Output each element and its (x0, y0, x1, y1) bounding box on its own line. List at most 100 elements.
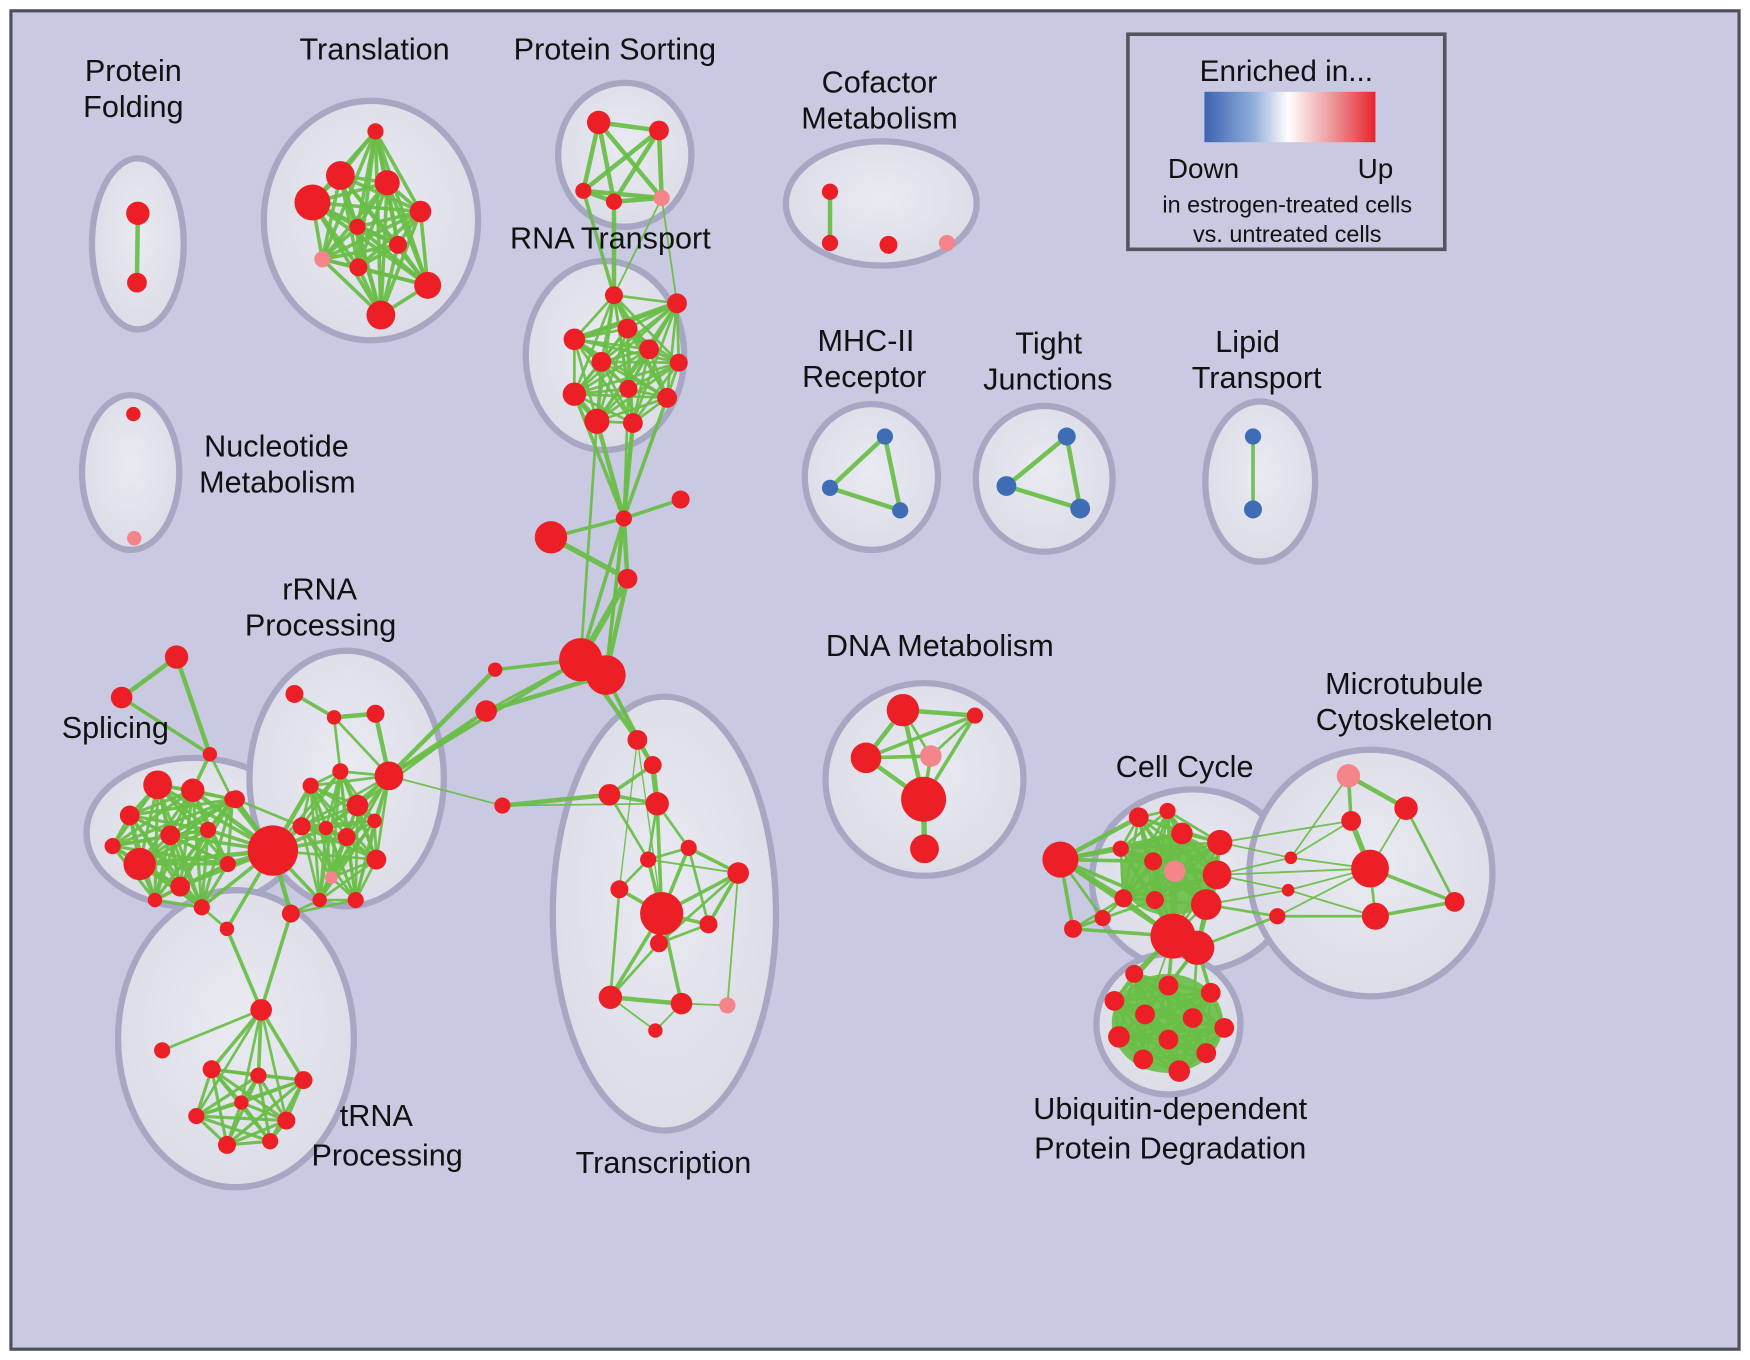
edge-r6-r11 (309, 784, 376, 823)
cluster-ellipse-lipid-transport (1202, 398, 1319, 565)
legend-gradient-bar (1204, 91, 1376, 143)
gene-set-node-mt6 (1444, 891, 1465, 912)
edge-tl5-tl6 (355, 209, 423, 229)
edge-k8-mt4 (1216, 867, 1371, 876)
edge-tn0-tn2 (256, 1008, 263, 1078)
gene-set-node-n5 (901, 776, 947, 822)
cluster-label: rRNA (282, 572, 357, 606)
gene-set-node-n3 (966, 707, 984, 724)
edge-tl6-tl10 (355, 225, 430, 288)
edge-ps2-ps5 (656, 128, 664, 201)
gene-set-node-n4 (920, 745, 942, 767)
edge-tn2-tn4 (194, 1074, 261, 1118)
edge-rd2-tn0 (259, 911, 293, 1012)
gene-set-node-rt9 (619, 379, 638, 398)
edge-c9-r4 (388, 774, 504, 807)
cluster-label: Metabolism (199, 465, 355, 499)
cluster-ellipse-mhc-ii-receptor (801, 400, 942, 554)
edge-k2-k5 (1119, 809, 1169, 851)
edge-mt2-mt6 (1404, 806, 1456, 904)
gene-set-node-k2 (1159, 802, 1176, 820)
gene-set-node-ts3 (727, 862, 749, 884)
edge-tr1-ts4 (618, 739, 639, 890)
gene-set-node-kb2 (1180, 930, 1215, 965)
gene-set-node-u7 (1214, 1017, 1235, 1038)
gene-set-node-t2 (110, 686, 133, 709)
edge-c2-c5 (578, 516, 626, 662)
gene-set-node-k3 (1171, 822, 1193, 845)
edge-tn0-tn1 (209, 1008, 263, 1072)
gene-set-node-ts2 (680, 839, 697, 856)
edge-c8-r7 (356, 709, 488, 807)
gene-set-node-c6 (586, 655, 626, 695)
gene-set-node-tn3 (294, 1071, 313, 1090)
gene-set-node-tl3 (374, 170, 400, 196)
cluster-label: Ubiquitin-dependent (1033, 1092, 1307, 1126)
gene-set-node-rt4 (563, 328, 586, 351)
gene-set-node-k9 (1114, 889, 1133, 908)
gene-set-node-s12 (219, 855, 236, 873)
gene-set-node-u10 (1133, 1049, 1154, 1070)
node-layer (104, 110, 1465, 1154)
edge-u3-u12 (1177, 991, 1213, 1073)
gene-set-node-k7 (1163, 860, 1186, 883)
gene-set-node-mt2 (1394, 796, 1418, 820)
edge-tn3-tn8 (239, 1078, 306, 1105)
gene-set-node-r2 (326, 710, 342, 725)
legend-down-label: Down (1168, 153, 1239, 184)
cluster-label: Splicing (62, 711, 169, 745)
gene-set-node-k11 (1190, 889, 1222, 920)
gene-set-node-lp2 (1244, 500, 1263, 519)
cluster-label: Nucleotide (204, 429, 349, 463)
gene-set-node-mh3 (892, 502, 909, 519)
gene-set-node-pf1 (126, 201, 150, 226)
gene-set-node-ts7 (649, 934, 668, 953)
gene-set-node-k12 (1064, 919, 1083, 938)
gene-set-node-tl10 (414, 271, 442, 299)
edge-s5-s11 (153, 833, 172, 902)
gene-set-node-u8 (1108, 1026, 1130, 1048)
gene-set-node-k8 (1202, 860, 1232, 890)
edge-u4-u12 (1113, 999, 1181, 1073)
gene-set-node-h0 (247, 825, 299, 876)
edge-ps2-ps3 (581, 128, 662, 194)
edge-r7-r14 (354, 804, 359, 902)
gene-set-node-rd1 (219, 921, 235, 937)
cluster-label: Microtubule (1325, 667, 1483, 701)
edge-ps5-rt1 (613, 197, 663, 297)
gene-set-node-r15 (312, 892, 327, 908)
legend-subtitle-line2: vs. untreated cells (1193, 221, 1382, 247)
gene-set-node-ps5 (653, 189, 670, 207)
gene-set-node-tl6 (349, 218, 366, 235)
gene-set-node-ts6 (699, 915, 718, 934)
edge-tl7-tl8 (320, 243, 400, 262)
edge-r11-r15 (318, 819, 376, 902)
edge-tl4-tl11 (310, 200, 383, 317)
edge-tn0-tn4 (195, 1008, 263, 1118)
cluster-label: Metabolism (801, 102, 957, 136)
edge-ts2-ts6 (687, 846, 710, 926)
gene-set-node-tb4 (648, 1023, 663, 1038)
edge-mh1-mh3 (882, 434, 903, 513)
edge-rt7-rt12 (631, 361, 681, 425)
edge-t2-t3 (119, 695, 212, 757)
gene-set-node-tr1 (627, 729, 648, 750)
gene-set-node-s7 (123, 847, 156, 881)
gene-set-node-mt3 (1341, 810, 1362, 831)
gene-set-node-u2 (1158, 975, 1179, 996)
edge-tl4-tl5 (310, 200, 423, 214)
gene-set-node-rt10 (657, 387, 677, 408)
gene-set-node-r14 (347, 891, 364, 909)
cluster-label: Processing (245, 608, 396, 642)
gene-set-node-rt3 (617, 318, 638, 339)
gene-set-node-u1 (1125, 964, 1144, 983)
gene-set-node-s10 (193, 899, 210, 916)
edge-rt2-rt8 (573, 301, 679, 396)
edge-ts3-tb3 (726, 872, 740, 1007)
edge-mta-mt3 (1289, 819, 1353, 859)
gene-set-node-tl2 (325, 161, 355, 190)
gene-set-node-s1 (143, 770, 173, 800)
cluster-label: Cytoskeleton (1316, 703, 1493, 737)
gene-set-node-r6 (302, 777, 319, 794)
